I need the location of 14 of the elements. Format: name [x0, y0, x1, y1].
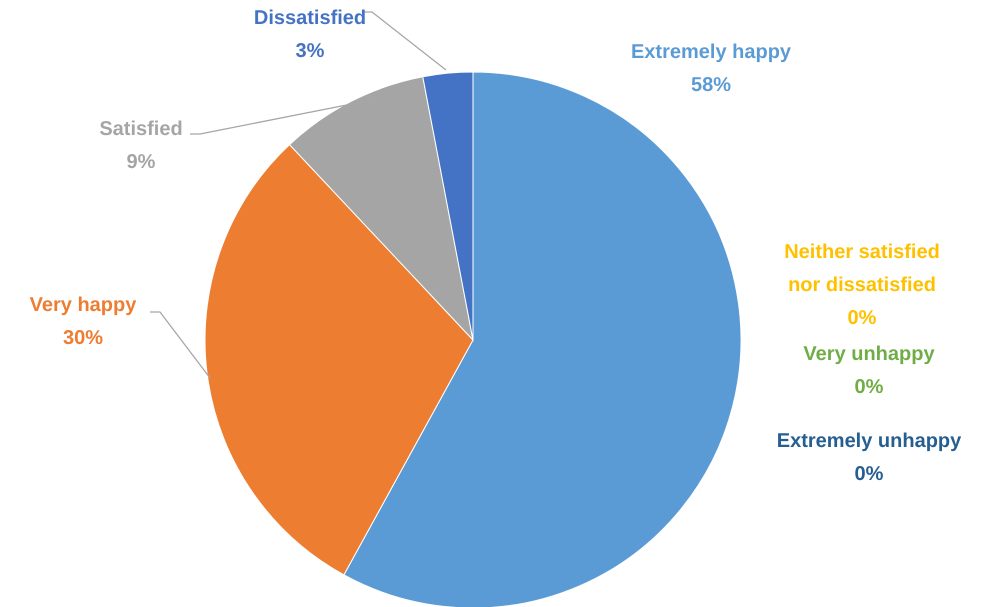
- text: 0%: [854, 463, 884, 485]
- category-label: Neither satisfied nor dissatisfied: [784, 241, 940, 296]
- text: 0%: [848, 307, 876, 329]
- data-label: 3%: [296, 40, 325, 62]
- slice-label: Dissatisfied: [254, 7, 366, 29]
- data-label: 30%: [62, 327, 104, 349]
- slice-label: Very happy: [30, 294, 138, 316]
- category-label: Extremely unhappy: [776, 430, 962, 452]
- data-label: 9%: [126, 151, 156, 173]
- text: 0%: [854, 376, 884, 398]
- data-label: 58%: [690, 74, 732, 96]
- slice-label: Extremely happy: [630, 41, 792, 63]
- slice-label: Satisfied: [99, 118, 183, 140]
- category-label: Very unhappy: [803, 343, 935, 365]
